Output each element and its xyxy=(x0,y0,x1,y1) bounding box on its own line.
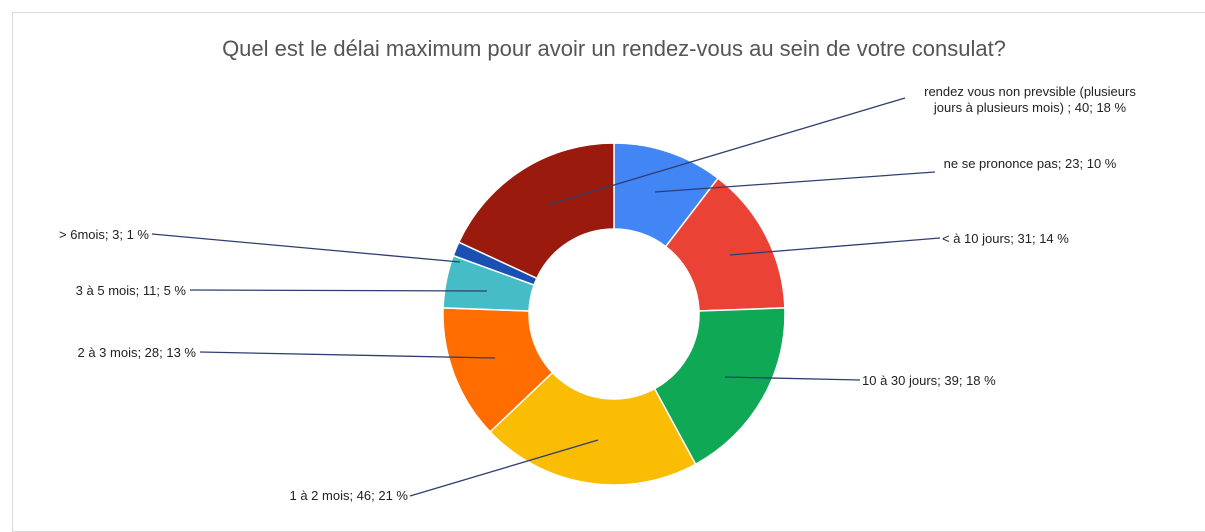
data-label: 10 à 30 jours; 39; 18 % xyxy=(862,373,996,388)
leader-line xyxy=(729,237,941,256)
donut-slice xyxy=(457,142,615,280)
data-label: 1 à 2 mois; 46; 21 % xyxy=(289,488,408,503)
leader-line xyxy=(199,351,496,359)
donut-slice xyxy=(653,307,786,466)
data-label: ne se prononce pas; 23; 10 % xyxy=(943,156,1117,171)
leader-line xyxy=(151,233,461,263)
data-label: 2 à 3 mois; 28; 13 % xyxy=(77,345,196,360)
data-label: rendez vous non prevsible (plusieurs jou… xyxy=(924,84,1136,115)
chart-title: Quel est le délai maximum pour avoir un … xyxy=(222,36,1006,61)
leader-line xyxy=(189,289,488,292)
leader-line xyxy=(654,171,936,193)
leader-line xyxy=(546,97,906,206)
leader-line xyxy=(724,376,861,381)
leader-line xyxy=(409,439,599,497)
data-label: < à 10 jours; 31; 14 % xyxy=(942,231,1069,246)
data-label: > 6mois; 3; 1 % xyxy=(59,227,149,242)
data-label: 3 à 5 mois; 11; 5 % xyxy=(75,283,186,298)
